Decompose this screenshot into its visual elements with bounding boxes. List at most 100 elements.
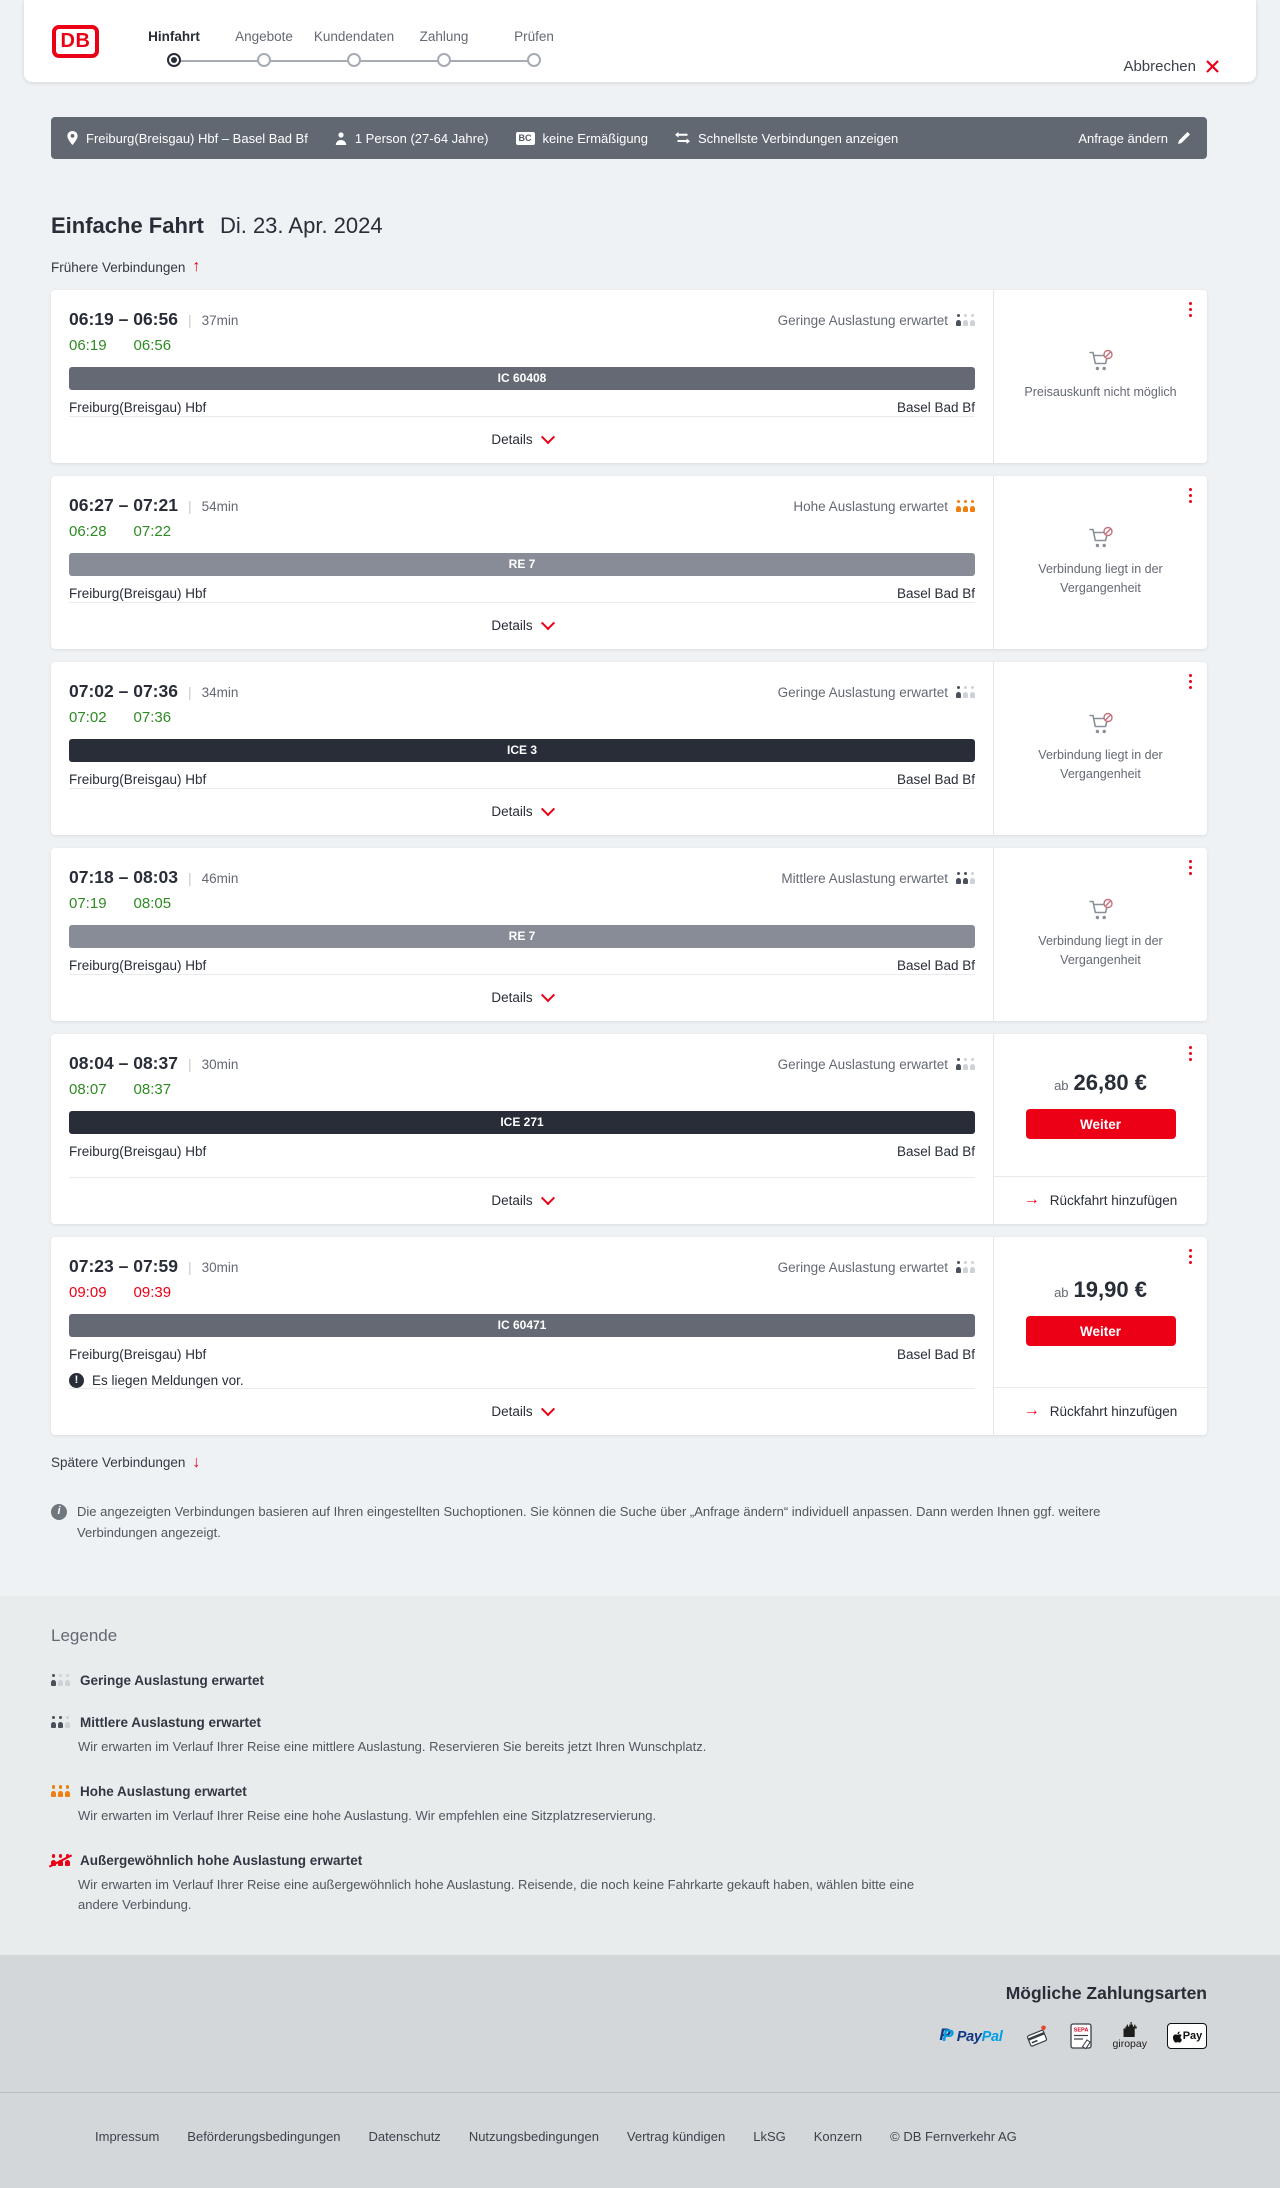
legend-item-description: Wir erwarten im Verlauf Ihrer Reise eine…: [78, 1876, 915, 1913]
step-label: Zahlung: [419, 29, 469, 44]
occupancy-low-icon: [956, 1058, 975, 1070]
occupancy-info: Hohe Auslastung erwartet: [793, 499, 975, 514]
train-number: IC 60471: [497, 1318, 547, 1332]
sepa-mandate-icon: SEPA: [1069, 2023, 1092, 2050]
info-icon: i: [51, 1504, 67, 1520]
past-connection-message: Verbindung liegt in der Vergangenheit: [1038, 933, 1163, 967]
details-toggle[interactable]: Details: [69, 1387, 975, 1435]
later-connections-link[interactable]: Spätere Verbindungen ↓: [51, 1454, 200, 1471]
step-label: Hinfahrt: [148, 29, 200, 44]
connection-price-panel: ab 26,80 € Weiter → Rückfahrt hinzufügen: [994, 1034, 1207, 1224]
realtime-times: 07:02 07:36: [69, 709, 975, 726]
departure-time: 06:19: [69, 336, 107, 354]
footer-link-befoerderungsbedingungen[interactable]: Beförderungsbedingungen: [187, 2129, 341, 2145]
fastest-connections-toggle[interactable]: Schnellste Verbindungen anzeigen: [675, 131, 898, 146]
footer-link-impressum[interactable]: Impressum: [95, 2129, 160, 2145]
step-pruefen[interactable]: Prüfen: [489, 29, 579, 67]
connection-card: 07:18 – 08:03 | 46min Mittlere Auslastun…: [51, 847, 1207, 1021]
continue-button[interactable]: Weiter: [1025, 1316, 1176, 1346]
add-return-trip-button[interactable]: → Rückfahrt hinzufügen: [994, 1175, 1207, 1224]
connection-card: 06:27 – 07:21 | 54min Hohe Auslastung er…: [51, 475, 1207, 649]
train-number: ICE 271: [500, 1115, 544, 1129]
card-menu-button[interactable]: [1187, 1247, 1195, 1267]
cancel-button[interactable]: Abbrechen: [1123, 58, 1220, 75]
earlier-connections-link[interactable]: Frühere Verbindungen ↑: [51, 259, 200, 275]
fastest-connections-label: Schnellste Verbindungen anzeigen: [698, 130, 899, 146]
chevron-down-icon: [540, 615, 555, 630]
passengers-summary: 1 Person (27-64 Jahre): [335, 131, 489, 146]
origin-station: Freiburg(Breisgau) Hbf: [69, 399, 207, 415]
messages-note-label: Es liegen Meldungen vor.: [92, 1372, 244, 1388]
legend-item-high: Hohe Auslastung erwartet: [51, 1784, 1207, 1799]
add-return-trip-button[interactable]: → Rückfahrt hinzufügen: [994, 1386, 1207, 1435]
step-hinfahrt[interactable]: Hinfahrt: [129, 29, 219, 67]
edit-request-label: Anfrage ändern: [1078, 130, 1168, 146]
step-kundendaten[interactable]: Kundendaten: [309, 29, 399, 67]
edit-request-button[interactable]: Anfrage ändern: [1078, 131, 1191, 146]
price: ab 26,80 €: [1054, 1070, 1147, 1096]
price: ab 19,90 €: [1054, 1277, 1147, 1303]
occupancy-exceptional-icon: [51, 1854, 70, 1867]
step-zahlung[interactable]: Zahlung: [399, 29, 489, 67]
details-toggle[interactable]: Details: [69, 787, 975, 835]
legend-item-low: Geringe Auslastung erwartet: [51, 1673, 1207, 1688]
top-header: DB Hinfahrt Angebote Kundendaten Zahlung…: [24, 0, 1256, 82]
step-label: Angebote: [235, 29, 293, 44]
step-label: Kundendaten: [313, 29, 395, 44]
pencil-icon: [1178, 132, 1190, 144]
messages-note: ! Es liegen Meldungen vor.: [69, 1372, 975, 1388]
connection-main: 07:18 – 08:03 | 46min Mittlere Auslastun…: [51, 847, 994, 1021]
continue-button[interactable]: Weiter: [1025, 1109, 1176, 1139]
destination-station: Basel Bad Bf: [896, 957, 975, 973]
arrow-right-icon: →: [1023, 1191, 1040, 1208]
occupancy-info: Mittlere Auslastung erwartet: [781, 871, 975, 886]
connection-card: 06:19 – 06:56 | 37min Geringe Auslastung…: [51, 289, 1207, 463]
connection-price-panel: Verbindung liegt in der Vergangenheit: [994, 662, 1207, 835]
footer-link-lksg[interactable]: LkSG: [753, 2129, 786, 2145]
occupancy-info: Geringe Auslastung erwartet: [778, 1260, 975, 1275]
price-unavailable-message: Preisauskunft nicht möglich: [1024, 385, 1177, 400]
chevron-down-icon: [540, 987, 555, 1002]
arrival-time: 08:05: [133, 894, 172, 912]
chevron-down-icon: [540, 1401, 555, 1416]
departure-time: 06:28: [69, 522, 107, 540]
details-toggle[interactable]: Details: [69, 415, 975, 463]
price-amount: 26,80 €: [1073, 1070, 1147, 1095]
legend-item-label: Mittlere Auslastung erwartet: [80, 1714, 262, 1730]
card-menu-button[interactable]: [1187, 672, 1195, 692]
legend-item-label: Geringe Auslastung erwartet: [80, 1672, 265, 1688]
details-toggle[interactable]: Details: [69, 601, 975, 649]
card-menu-button[interactable]: [1187, 300, 1195, 320]
connection-card: 07:23 – 07:59 | 30min Geringe Auslastung…: [51, 1236, 1207, 1435]
chevron-down-icon: [540, 801, 555, 816]
connection-price-panel: Preisauskunft nicht möglich: [994, 290, 1207, 463]
step-angebote[interactable]: Angebote: [219, 29, 309, 67]
duration: 37min: [201, 312, 239, 328]
occupancy-label: Geringe Auslastung erwartet: [777, 1259, 948, 1275]
earlier-connections-label: Frühere Verbindungen: [51, 259, 186, 275]
train-number: RE 7: [508, 929, 536, 943]
footer-link-datenschutz[interactable]: Datenschutz: [368, 2129, 441, 2145]
footer-link-vertrag-kuendigen[interactable]: Vertrag kündigen: [626, 2129, 726, 2145]
price-prefix: ab: [1054, 1078, 1069, 1093]
add-return-trip-label: Rückfahrt hinzufügen: [1049, 1403, 1178, 1419]
footer-link-nutzungsbedingungen[interactable]: Nutzungsbedingungen: [468, 2129, 599, 2145]
card-menu-button[interactable]: [1187, 1044, 1195, 1064]
train-segment-bar: RE 7: [69, 552, 975, 576]
origin-station: Freiburg(Breisgau) Hbf: [69, 771, 207, 787]
card-menu-button[interactable]: [1187, 486, 1195, 506]
details-toggle[interactable]: Details: [69, 1176, 975, 1224]
duration: 30min: [201, 1056, 239, 1072]
journey-date: Di. 23. Apr. 2024: [219, 213, 383, 238]
step-dot-icon: [347, 53, 361, 67]
details-toggle[interactable]: Details: [69, 973, 975, 1021]
svg-text:SEPA: SEPA: [1073, 2027, 1088, 2033]
route-text: Freiburg(Breisgau) Hbf – Basel Bad Bf: [86, 130, 308, 146]
later-connections-label: Spätere Verbindungen: [51, 1455, 186, 1470]
duration: 34min: [201, 684, 239, 700]
card-menu-button[interactable]: [1187, 858, 1195, 878]
occupancy-low-icon: [51, 1674, 70, 1687]
footer-link-konzern[interactable]: Konzern: [813, 2129, 863, 2145]
